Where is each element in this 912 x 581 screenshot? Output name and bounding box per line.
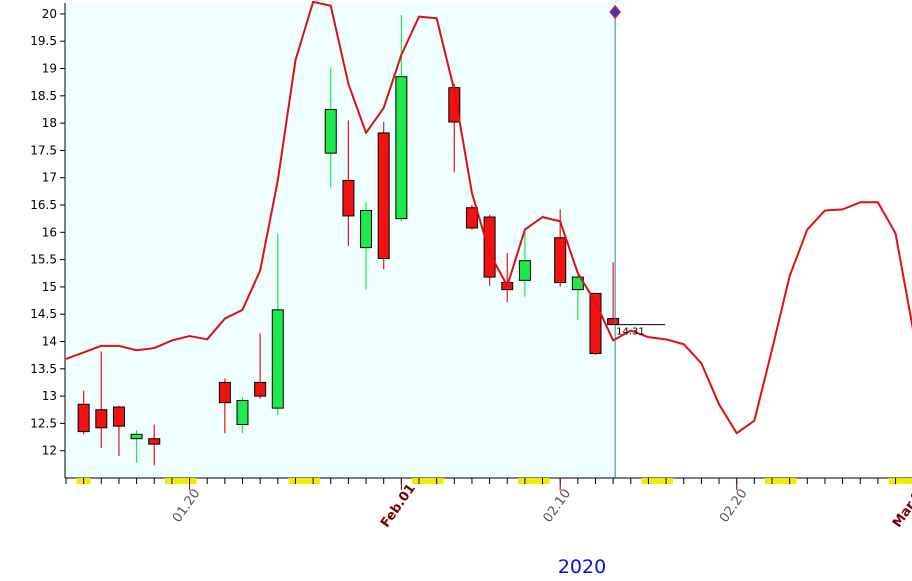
candle-body	[148, 438, 161, 445]
candle-body	[518, 260, 531, 281]
x-axis: 01.20 Feb.01 02.10 02.20 Mar.01	[65, 477, 912, 531]
y-tick-label: 15.5	[30, 253, 57, 267]
forecast-line	[65, 0, 912, 435]
cursor-marker	[609, 4, 622, 20]
candle-body	[95, 409, 108, 429]
candle-body	[236, 399, 249, 425]
candle-body	[342, 179, 355, 217]
y-tick-label: 13	[42, 389, 57, 403]
candle-body	[271, 309, 284, 409]
year-label: 2020	[557, 556, 607, 578]
y-tick-label: 18.5	[30, 89, 57, 103]
y-tick-label: 17.5	[30, 143, 57, 157]
candle-body	[465, 207, 478, 229]
y-tick-label: 14.5	[30, 307, 57, 321]
y-tick-label: 12	[42, 444, 57, 458]
last-price-label: 14.31	[616, 327, 645, 338]
y-tick-label: 20	[42, 7, 57, 21]
candle-body	[483, 216, 496, 278]
y-tick-label: 13.5	[30, 362, 57, 376]
week-marker	[164, 478, 197, 484]
y-tick-label: 16.5	[30, 198, 57, 212]
week-marker	[517, 478, 550, 484]
candle-body	[77, 403, 90, 433]
y-tick-label: 16	[42, 225, 57, 239]
forecast-line-path	[65, 0, 912, 435]
candle-body	[130, 433, 143, 440]
candle-body	[360, 209, 373, 249]
y-axis: 12 12.5 13 13.5 14 14.5 15 15.5 16 16.5 17 17.5 18 18…	[30, 3, 66, 478]
candle-body	[324, 108, 337, 154]
y-tick-label: 14	[42, 335, 57, 349]
candles	[77, 15, 620, 466]
x-tick-label: 02.10	[541, 486, 575, 525]
history-background	[65, 3, 616, 478]
y-tick-label: 19.5	[30, 34, 57, 48]
week-marker	[765, 478, 797, 484]
y-tick-label: 18	[42, 116, 57, 130]
candle-body	[254, 381, 267, 397]
candle-body	[377, 132, 390, 260]
x-tick-label: Feb.01	[378, 481, 419, 530]
candle-body	[589, 292, 602, 355]
y-tick-label: 17	[42, 171, 57, 185]
cursor: 14.31	[609, 4, 666, 478]
candle-body	[554, 237, 567, 284]
x-tick-label: 01.20	[170, 486, 204, 525]
week-marker	[288, 478, 321, 484]
x-tick-label: 02.20	[717, 486, 751, 525]
x-tick-label: Mar.01	[890, 481, 912, 530]
y-tick-label: 19	[42, 62, 57, 76]
y-tick-label: 12.5	[30, 416, 57, 430]
candle-body	[218, 381, 231, 404]
candle-body	[395, 76, 408, 220]
week-marker	[412, 478, 444, 484]
y-tick-label: 15	[42, 280, 57, 294]
week-marker	[888, 478, 912, 484]
week-marker	[641, 478, 674, 484]
candle-body	[607, 318, 620, 326]
candle-body	[112, 406, 125, 427]
